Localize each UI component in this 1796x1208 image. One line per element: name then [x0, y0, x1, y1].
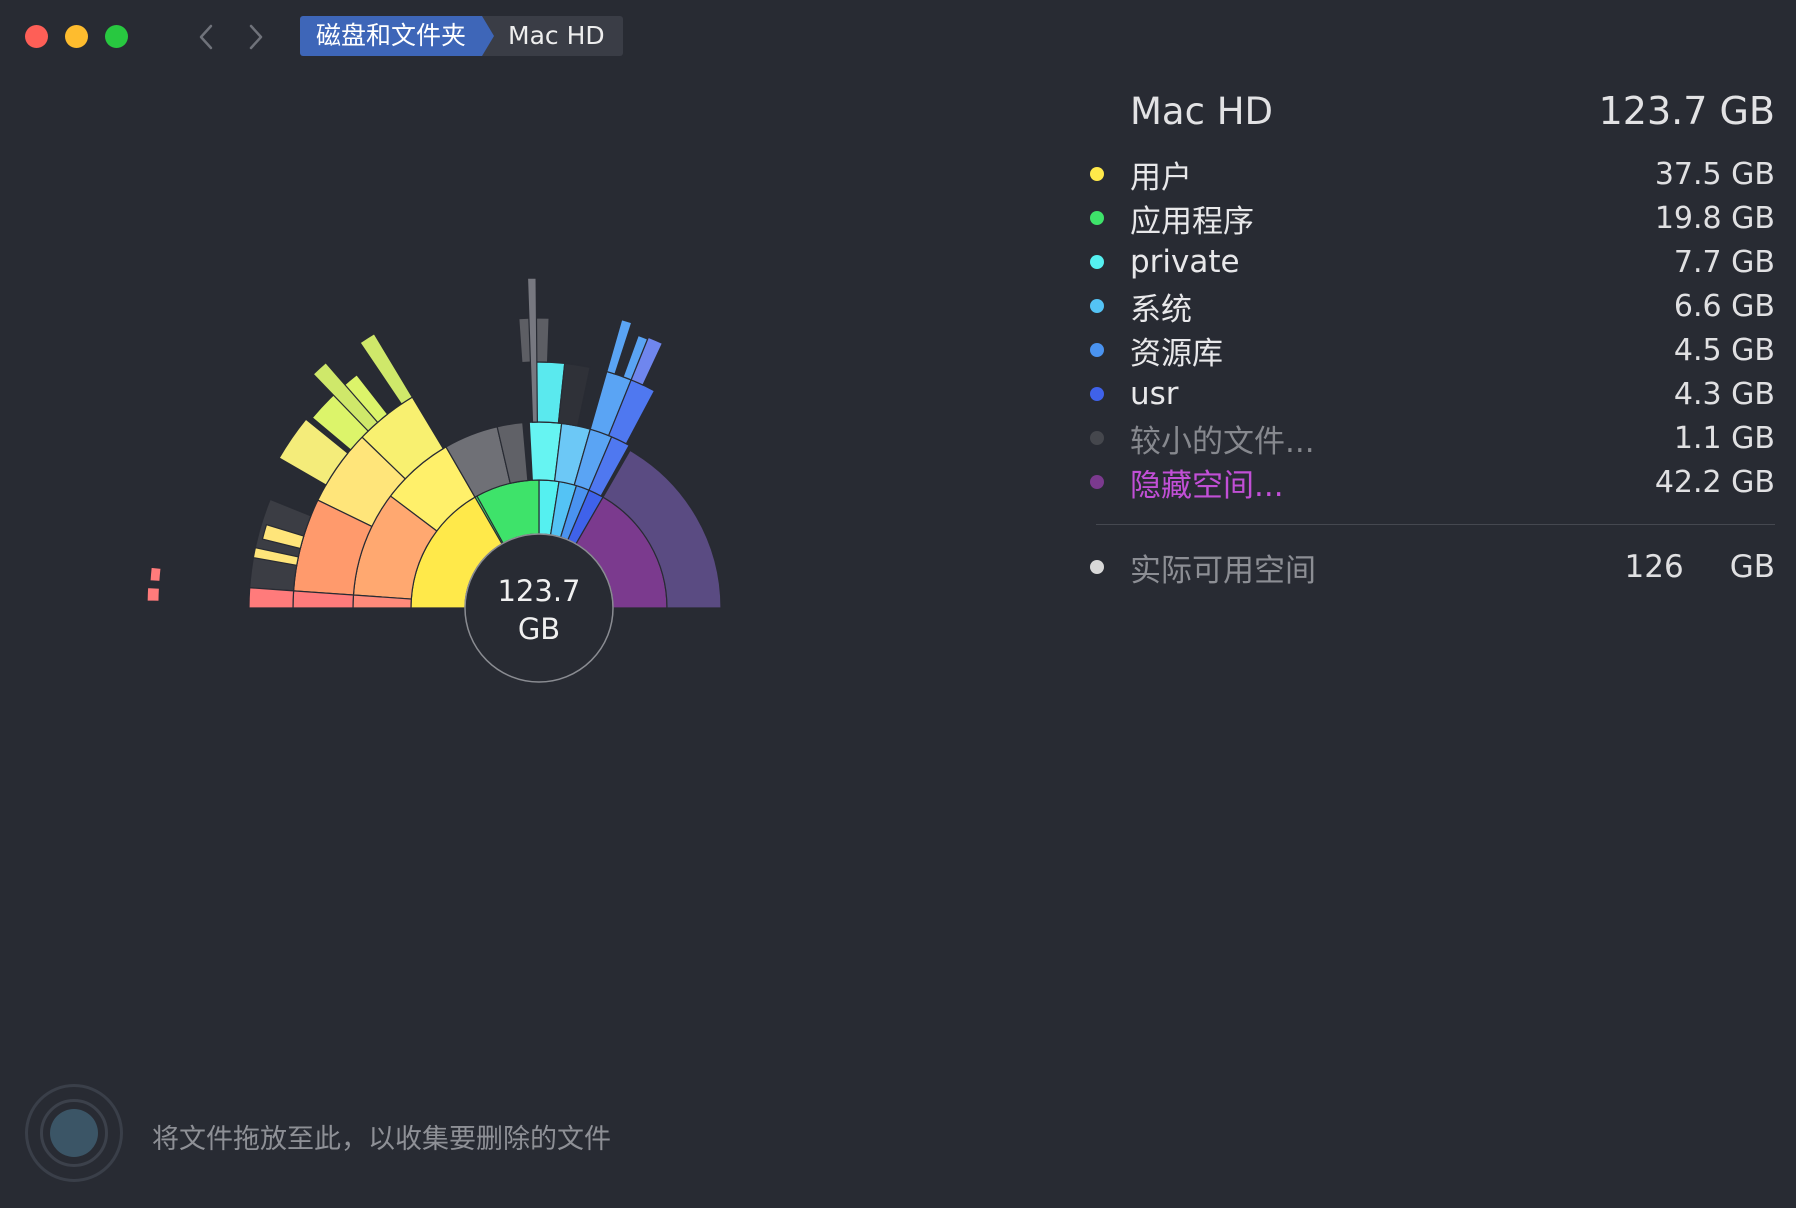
item-size: 42.2 GB — [1654, 464, 1775, 500]
list-item-hidden-space[interactable]: 隐藏空间... 42.2 GB — [1090, 460, 1775, 504]
spike-4[interactable] — [261, 523, 305, 550]
item-label: 系统 — [1130, 291, 1192, 328]
back-button[interactable] — [192, 20, 222, 54]
panel-header: Mac HD 123.7 GB — [1090, 86, 1775, 136]
item-label: 较小的文件... — [1130, 423, 1315, 460]
spike-1[interactable] — [526, 277, 538, 423]
panel-title: Mac HD — [1130, 89, 1274, 133]
free-space-size: 126 GB — [1625, 549, 1775, 585]
color-dot — [1090, 343, 1104, 357]
color-dot — [1090, 211, 1104, 225]
item-size: 4.5 GB — [1673, 332, 1775, 368]
item-size: 7.7 GB — [1673, 244, 1775, 280]
item-size: 37.5 GB — [1654, 156, 1775, 192]
item-label: 应用程序 — [1130, 203, 1254, 240]
drop-hint-text: 将文件拖放至此，以收集要删除的文件 — [152, 1124, 611, 1155]
item-label: usr — [1130, 376, 1179, 412]
list-item-library[interactable]: 资源库 4.5 GB — [1090, 328, 1775, 372]
segment-users-child-10[interactable] — [278, 418, 349, 486]
color-dot — [1090, 475, 1104, 489]
disk-sunburst-chart — [146, 277, 722, 683]
forward-button[interactable] — [240, 20, 270, 54]
list-item-applications[interactable]: 应用程序 19.8 GB — [1090, 196, 1775, 240]
item-size: 6.6 GB — [1673, 288, 1775, 324]
segment-apps-child-2[interactable] — [496, 422, 529, 485]
color-dot — [1090, 431, 1104, 445]
color-dot — [1090, 167, 1104, 181]
zoom-window-button[interactable] — [105, 25, 128, 48]
chart-center-label[interactable]: 123.7 GB — [474, 572, 604, 648]
details-panel: Mac HD 123.7 GB 用户 37.5 GB 应用程序 19.8 GB … — [1090, 86, 1775, 589]
color-dot — [1090, 387, 1104, 401]
item-size: 4.3 GB — [1673, 376, 1775, 412]
free-space-value: 126 — [1624, 549, 1684, 585]
segment-usr-child-2[interactable] — [607, 379, 656, 445]
item-label: private — [1130, 244, 1240, 280]
item-label: 隐藏空间... — [1130, 467, 1284, 504]
item-size: 19.8 GB — [1654, 200, 1775, 236]
center-value: 123.7 — [497, 574, 581, 608]
list-item-smaller-files[interactable]: 较小的文件... 1.1 GB — [1090, 416, 1775, 460]
spike-7[interactable] — [630, 336, 664, 386]
drop-circle-icon — [50, 1109, 98, 1157]
center-unit: GB — [517, 612, 561, 646]
list-item-users[interactable]: 用户 37.5 GB — [1090, 152, 1775, 196]
spike-6[interactable] — [606, 318, 633, 375]
spike-9[interactable] — [146, 586, 161, 602]
spike-2[interactable] — [359, 332, 414, 405]
spike-3[interactable] — [312, 361, 379, 432]
trash-drop-target[interactable] — [25, 1084, 123, 1182]
breadcrumb: 磁盘和文件夹 Mac HD — [300, 16, 623, 56]
spike-5[interactable] — [252, 546, 300, 566]
segment-hidden-outer[interactable] — [602, 449, 722, 609]
close-window-button[interactable] — [25, 25, 48, 48]
minimize-window-button[interactable] — [65, 25, 88, 48]
free-space-label: 实际可用空间 — [1130, 552, 1316, 589]
free-space-unit: GB — [1729, 549, 1775, 585]
divider — [1096, 524, 1775, 525]
segment-library-child-3[interactable] — [622, 334, 649, 381]
list-item-private[interactable]: private 7.7 GB — [1090, 240, 1775, 284]
item-size: 1.1 GB — [1673, 420, 1775, 456]
list-item-system[interactable]: 系统 6.6 GB — [1090, 284, 1775, 328]
center-circle[interactable] — [464, 533, 614, 683]
item-label: 用户 — [1130, 159, 1192, 196]
list-item-usr[interactable]: usr 4.3 GB — [1090, 372, 1775, 416]
segment-users-child-7[interactable] — [248, 587, 295, 609]
color-dot — [1090, 560, 1104, 574]
color-dot — [1090, 255, 1104, 269]
segment-system-child-1[interactable] — [553, 422, 592, 486]
item-list: 用户 37.5 GB 应用程序 19.8 GB private 7.7 GB 系… — [1090, 152, 1775, 589]
breadcrumb-item-mac-hd[interactable]: Mac HD — [480, 16, 623, 56]
panel-total-size: 123.7 GB — [1598, 89, 1775, 133]
item-label: 资源库 — [1130, 335, 1223, 372]
color-dot — [1090, 299, 1104, 313]
list-item-free-space[interactable]: 实际可用空间 126 GB — [1090, 545, 1775, 589]
breadcrumb-item-disks[interactable]: 磁盘和文件夹 — [300, 16, 494, 56]
drop-ring-icon — [40, 1099, 108, 1167]
chevron-left-icon — [199, 24, 213, 50]
segment-small-child-1[interactable] — [557, 362, 591, 427]
chevron-right-icon — [249, 24, 263, 50]
segment-apps-child-1[interactable] — [445, 426, 511, 498]
segment-users-child-8[interactable] — [361, 396, 445, 480]
spike-8[interactable] — [149, 566, 162, 583]
window-controls — [25, 25, 128, 48]
